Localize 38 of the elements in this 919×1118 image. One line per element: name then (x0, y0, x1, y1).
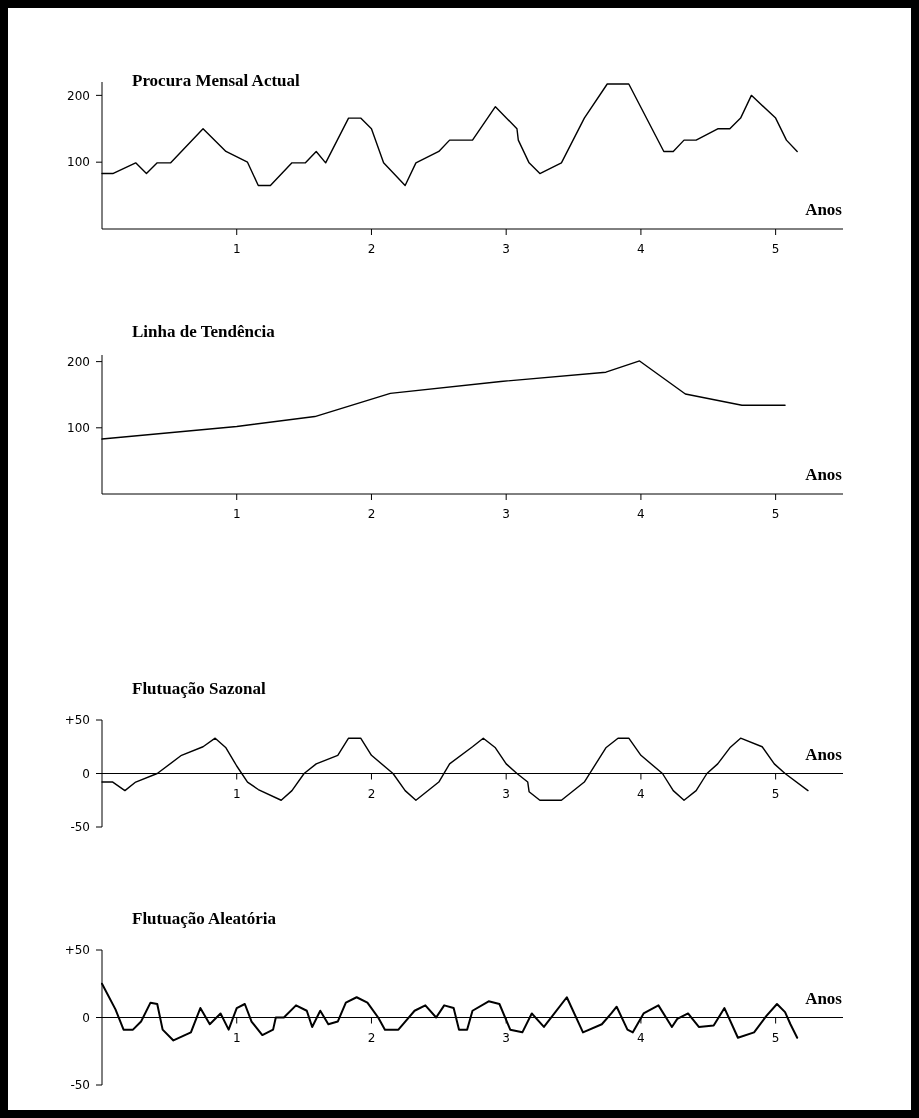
y-tick-label: -50 (70, 820, 90, 835)
y-tick-label: 200 (67, 88, 90, 103)
x-tick-label: 3 (502, 507, 510, 521)
y-tick-label: +50 (64, 713, 90, 728)
x-tick-label: 1 (232, 786, 241, 801)
chart-title: Procura Mensal Actual (132, 71, 301, 90)
x-axis-title: Anos (805, 988, 843, 1008)
chart-title: Linha de Tendência (132, 322, 276, 341)
x-tick-label: 4 (637, 1030, 645, 1045)
x-tick-label: 1 (232, 242, 241, 256)
x-tick-label: 3 (502, 242, 510, 256)
x-tick-label: 4 (637, 242, 645, 256)
x-tick-label: 3 (502, 786, 510, 801)
x-tick-label: 4 (637, 786, 645, 801)
x-axis-title: Anos (805, 744, 843, 764)
x-tick-label: 2 (367, 1030, 376, 1045)
x-axis-title: Anos (805, 465, 843, 484)
x-tick-label: 2 (367, 786, 376, 801)
x-tick-label: 5 (771, 507, 780, 521)
x-axis-title: Anos (805, 200, 843, 219)
x-tick-label: 1 (232, 1030, 241, 1045)
y-tick-label: -50 (70, 1078, 90, 1093)
y-tick-label: 0 (82, 1010, 90, 1025)
x-tick-label: 5 (771, 786, 780, 801)
chart-title: Flutuação Sazonal (132, 679, 266, 698)
x-tick-label: 5 (771, 1030, 780, 1045)
y-tick-label: 100 (67, 155, 90, 170)
x-tick-label: 1 (232, 507, 241, 521)
y-tick-label: 200 (67, 354, 90, 369)
x-tick-label: 5 (771, 242, 780, 256)
x-tick-label: 3 (502, 1030, 510, 1045)
x-tick-label: 4 (637, 507, 645, 521)
chart-title: Flutuação Aleatória (132, 909, 277, 928)
y-tick-label: +50 (64, 943, 90, 958)
x-tick-label: 2 (367, 507, 376, 521)
x-tick-label: 2 (367, 242, 376, 256)
y-tick-label: 0 (82, 766, 90, 781)
y-tick-label: 100 (67, 421, 90, 436)
